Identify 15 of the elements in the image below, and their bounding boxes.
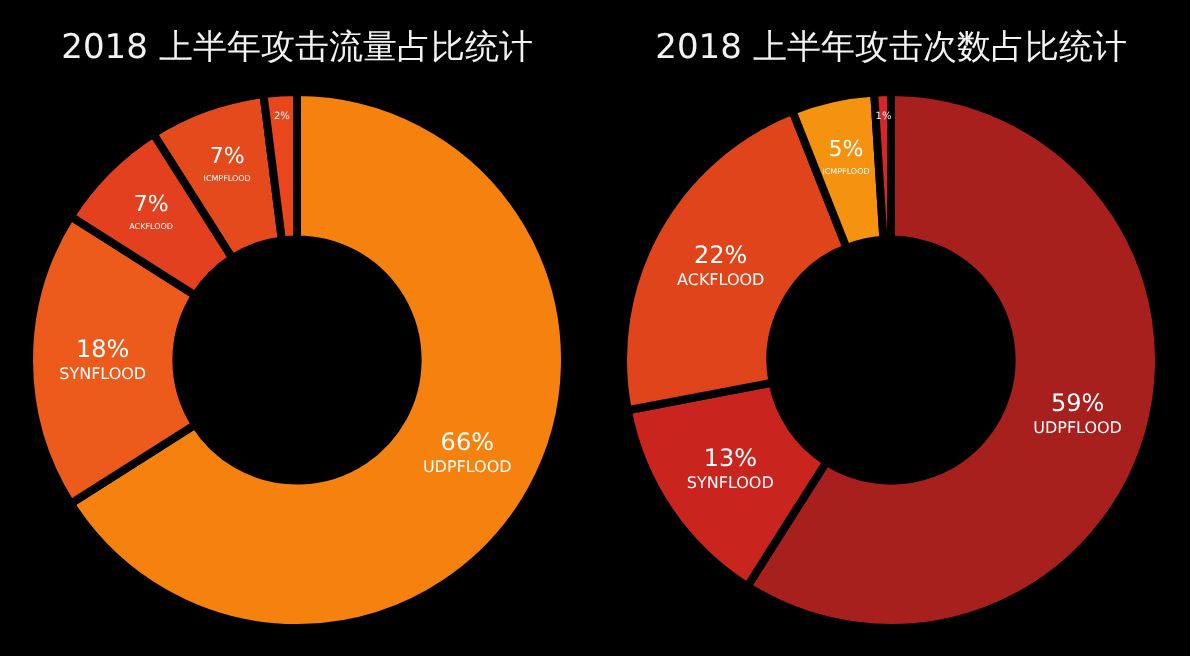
slice-label: UDPFLOOD: [422, 458, 512, 477]
data-label: 7%: [209, 142, 245, 169]
data-label: 13%: [703, 443, 757, 472]
slice-label: ACKFLOOD: [677, 270, 765, 289]
slice-label: SYNFLOOD: [59, 364, 147, 383]
data-label: 66%: [440, 428, 494, 457]
chart-title: 2018 上半年攻击流量占比统计: [59, 26, 535, 72]
data-label: 18%: [76, 334, 130, 363]
data-label: 5%: [828, 135, 864, 162]
data-label: 22%: [694, 241, 748, 270]
chart-title: 2018 上半年攻击次数占比统计: [653, 26, 1129, 72]
data-label: 59%: [1050, 388, 1105, 417]
slice-label: UDPFLOOD: [1033, 418, 1122, 437]
data-label: 7%: [133, 191, 169, 218]
slice-label: SYNFLOOD: [686, 473, 774, 492]
